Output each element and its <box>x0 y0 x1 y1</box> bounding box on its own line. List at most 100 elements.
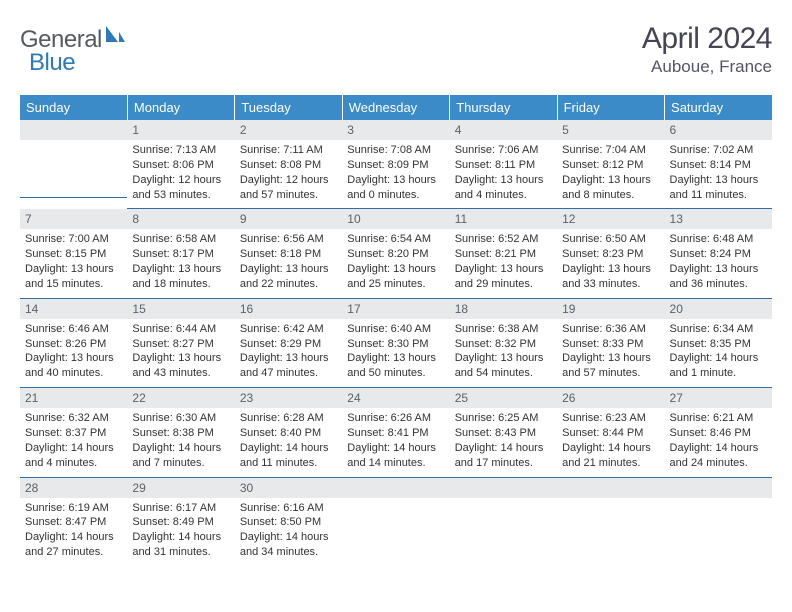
weekday-header: Thursday <box>450 95 557 120</box>
day-details: Sunrise: 6:36 AMSunset: 8:33 PMDaylight:… <box>557 319 664 388</box>
logo-sail-icon <box>104 24 126 49</box>
daylight-text: Daylight: 13 hours and 33 minutes. <box>562 262 659 292</box>
day-number: 25 <box>450 388 557 408</box>
day-details: Sunrise: 7:08 AMSunset: 8:09 PMDaylight:… <box>342 140 449 209</box>
daylight-text: Daylight: 13 hours and 22 minutes. <box>240 262 337 292</box>
day-number <box>20 120 127 140</box>
day-details: Sunrise: 6:17 AMSunset: 8:49 PMDaylight:… <box>127 498 234 566</box>
day-number: 28 <box>20 478 127 498</box>
day-number: 13 <box>665 209 772 229</box>
calendar-cell <box>450 478 557 566</box>
calendar-cell <box>557 478 664 566</box>
day-number: 14 <box>20 299 127 319</box>
calendar-page: General April 2024 Auboue, France Blue S… <box>0 0 792 586</box>
sunrise-text: Sunrise: 6:38 AM <box>455 322 552 337</box>
sunrise-text: Sunrise: 6:42 AM <box>240 322 337 337</box>
sunrise-text: Sunrise: 6:52 AM <box>455 232 552 247</box>
day-details: Sunrise: 6:46 AMSunset: 8:26 PMDaylight:… <box>20 319 127 388</box>
daylight-text: Daylight: 14 hours and 1 minute. <box>670 351 767 381</box>
sunrise-text: Sunrise: 7:06 AM <box>455 143 552 158</box>
sunrise-text: Sunrise: 6:46 AM <box>25 322 122 337</box>
sunset-text: Sunset: 8:49 PM <box>132 515 229 530</box>
day-number: 29 <box>127 478 234 498</box>
calendar-cell: 2Sunrise: 7:11 AMSunset: 8:08 PMDaylight… <box>235 120 342 209</box>
calendar-cell: 9Sunrise: 6:56 AMSunset: 8:18 PMDaylight… <box>235 209 342 298</box>
sunrise-text: Sunrise: 6:30 AM <box>132 411 229 426</box>
empty-day <box>665 498 772 556</box>
sunset-text: Sunset: 8:44 PM <box>562 426 659 441</box>
day-details: Sunrise: 6:30 AMSunset: 8:38 PMDaylight:… <box>127 408 234 477</box>
daylight-text: Daylight: 13 hours and 11 minutes. <box>670 173 767 203</box>
daylight-text: Daylight: 13 hours and 18 minutes. <box>132 262 229 292</box>
day-details: Sunrise: 6:52 AMSunset: 8:21 PMDaylight:… <box>450 229 557 298</box>
calendar-week-row: 14Sunrise: 6:46 AMSunset: 8:26 PMDayligh… <box>20 299 772 388</box>
daylight-text: Daylight: 13 hours and 40 minutes. <box>25 351 122 381</box>
weekday-header: Saturday <box>665 95 772 120</box>
sunset-text: Sunset: 8:14 PM <box>670 158 767 173</box>
calendar-cell <box>342 478 449 566</box>
day-number: 23 <box>235 388 342 408</box>
sunrise-text: Sunrise: 6:16 AM <box>240 501 337 516</box>
calendar-cell: 8Sunrise: 6:58 AMSunset: 8:17 PMDaylight… <box>127 209 234 298</box>
day-number: 2 <box>235 120 342 140</box>
daylight-text: Daylight: 13 hours and 0 minutes. <box>347 173 444 203</box>
day-number: 15 <box>127 299 234 319</box>
daylight-text: Daylight: 12 hours and 57 minutes. <box>240 173 337 203</box>
day-details: Sunrise: 6:25 AMSunset: 8:43 PMDaylight:… <box>450 408 557 477</box>
calendar-cell: 11Sunrise: 6:52 AMSunset: 8:21 PMDayligh… <box>450 209 557 298</box>
daylight-text: Daylight: 13 hours and 8 minutes. <box>562 173 659 203</box>
location-subtitle: Auboue, France <box>642 57 772 77</box>
sunset-text: Sunset: 8:23 PM <box>562 247 659 262</box>
daylight-text: Daylight: 13 hours and 47 minutes. <box>240 351 337 381</box>
day-details: Sunrise: 6:38 AMSunset: 8:32 PMDaylight:… <box>450 319 557 388</box>
day-number: 21 <box>20 388 127 408</box>
month-year-title: April 2024 <box>642 22 772 55</box>
day-details: Sunrise: 6:56 AMSunset: 8:18 PMDaylight:… <box>235 229 342 298</box>
sunset-text: Sunset: 8:27 PM <box>132 337 229 352</box>
day-number: 20 <box>665 299 772 319</box>
empty-day <box>20 140 127 198</box>
day-details: Sunrise: 7:11 AMSunset: 8:08 PMDaylight:… <box>235 140 342 209</box>
sunrise-text: Sunrise: 6:56 AM <box>240 232 337 247</box>
sunset-text: Sunset: 8:06 PM <box>132 158 229 173</box>
calendar-week-row: 28Sunrise: 6:19 AMSunset: 8:47 PMDayligh… <box>20 478 772 566</box>
calendar-cell: 7Sunrise: 7:00 AMSunset: 8:15 PMDaylight… <box>20 209 127 298</box>
daylight-text: Daylight: 13 hours and 57 minutes. <box>562 351 659 381</box>
daylight-text: Daylight: 14 hours and 11 minutes. <box>240 441 337 471</box>
day-details: Sunrise: 6:50 AMSunset: 8:23 PMDaylight:… <box>557 229 664 298</box>
sunset-text: Sunset: 8:11 PM <box>455 158 552 173</box>
empty-day <box>342 498 449 556</box>
sunset-text: Sunset: 8:38 PM <box>132 426 229 441</box>
calendar-cell <box>20 120 127 209</box>
day-number: 4 <box>450 120 557 140</box>
title-block: April 2024 Auboue, France <box>642 22 772 77</box>
calendar-cell: 17Sunrise: 6:40 AMSunset: 8:30 PMDayligh… <box>342 299 449 388</box>
calendar-cell: 25Sunrise: 6:25 AMSunset: 8:43 PMDayligh… <box>450 388 557 477</box>
sunrise-text: Sunrise: 6:25 AM <box>455 411 552 426</box>
sunrise-text: Sunrise: 6:44 AM <box>132 322 229 337</box>
calendar-cell: 3Sunrise: 7:08 AMSunset: 8:09 PMDaylight… <box>342 120 449 209</box>
calendar-cell <box>665 478 772 566</box>
day-details: Sunrise: 6:23 AMSunset: 8:44 PMDaylight:… <box>557 408 664 477</box>
calendar-cell: 6Sunrise: 7:02 AMSunset: 8:14 PMDaylight… <box>665 120 772 209</box>
sunset-text: Sunset: 8:15 PM <box>25 247 122 262</box>
sunrise-text: Sunrise: 6:36 AM <box>562 322 659 337</box>
calendar-cell: 26Sunrise: 6:23 AMSunset: 8:44 PMDayligh… <box>557 388 664 477</box>
daylight-text: Daylight: 13 hours and 54 minutes. <box>455 351 552 381</box>
day-number: 1 <box>127 120 234 140</box>
daylight-text: Daylight: 14 hours and 34 minutes. <box>240 530 337 560</box>
calendar-grid: Sunday Monday Tuesday Wednesday Thursday… <box>20 95 772 566</box>
sunset-text: Sunset: 8:37 PM <box>25 426 122 441</box>
day-details: Sunrise: 7:02 AMSunset: 8:14 PMDaylight:… <box>665 140 772 209</box>
day-number: 3 <box>342 120 449 140</box>
day-details: Sunrise: 6:58 AMSunset: 8:17 PMDaylight:… <box>127 229 234 298</box>
day-number: 30 <box>235 478 342 498</box>
calendar-cell: 20Sunrise: 6:34 AMSunset: 8:35 PMDayligh… <box>665 299 772 388</box>
daylight-text: Daylight: 13 hours and 43 minutes. <box>132 351 229 381</box>
day-number: 9 <box>235 209 342 229</box>
logo-text-blue: Blue <box>29 49 75 76</box>
calendar-week-row: 7Sunrise: 7:00 AMSunset: 8:15 PMDaylight… <box>20 209 772 298</box>
sunset-text: Sunset: 8:18 PM <box>240 247 337 262</box>
day-details: Sunrise: 6:28 AMSunset: 8:40 PMDaylight:… <box>235 408 342 477</box>
day-details: Sunrise: 6:54 AMSunset: 8:20 PMDaylight:… <box>342 229 449 298</box>
